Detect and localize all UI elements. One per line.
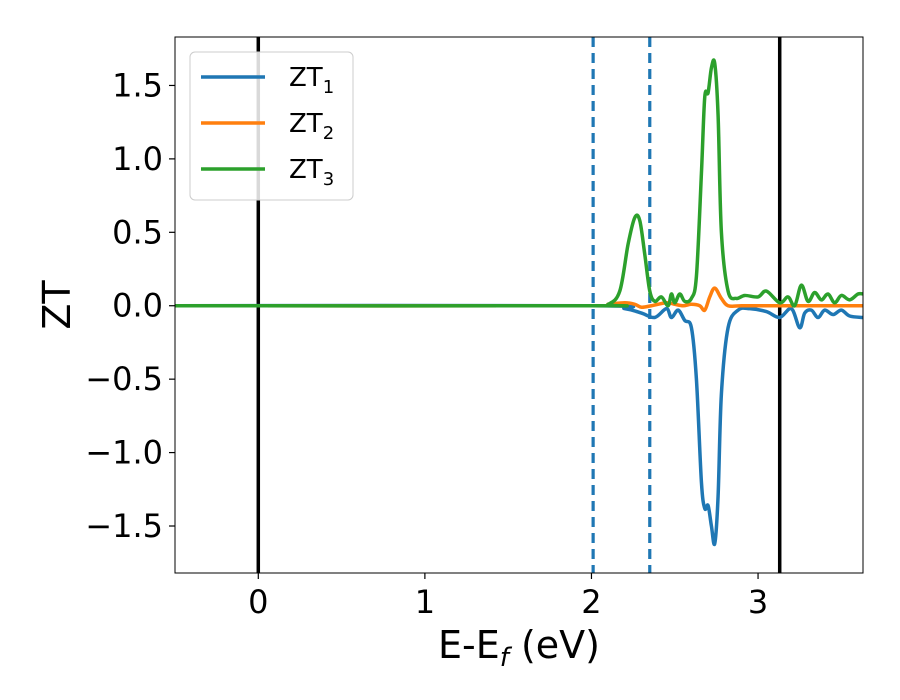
y-axis-label: ZT [35, 280, 79, 330]
legend: ZT1 ZT2 ZT3 [189, 51, 354, 201]
y-tick-label: 0.5 [112, 213, 163, 251]
legend-label-3: ZT3 [289, 155, 334, 190]
series-line-1 [175, 303, 863, 547]
y-tick-label: 1.5 [112, 66, 163, 104]
legend-label-2: ZT2 [289, 109, 334, 144]
series-line-3 [175, 58, 863, 308]
y-tick-label: 0.0 [112, 287, 163, 325]
y-tick-label: −0.5 [85, 360, 163, 398]
series-layer [175, 58, 863, 547]
legend-box [189, 51, 354, 201]
x-tick-label: 1 [415, 583, 435, 621]
plot-frame [174, 36, 864, 574]
x-tick-label: 0 [248, 583, 268, 621]
x-axis: 0 1 2 3 [248, 573, 768, 621]
y-tick-label: −1.5 [85, 507, 163, 545]
x-tick-label: 2 [581, 583, 601, 621]
y-tick-label: −1.0 [85, 434, 163, 472]
x-tick-label: 3 [748, 583, 768, 621]
x-axis-label-unit: (eV) [509, 623, 600, 667]
x-axis-label: E-Ef (eV) [438, 623, 600, 673]
y-tick-label: 1.0 [112, 140, 163, 178]
y-axis: −1.5 −1.0 −0.5 0.0 0.5 1.0 1.5 [85, 66, 175, 545]
legend-label-1: ZT1 [289, 63, 334, 98]
